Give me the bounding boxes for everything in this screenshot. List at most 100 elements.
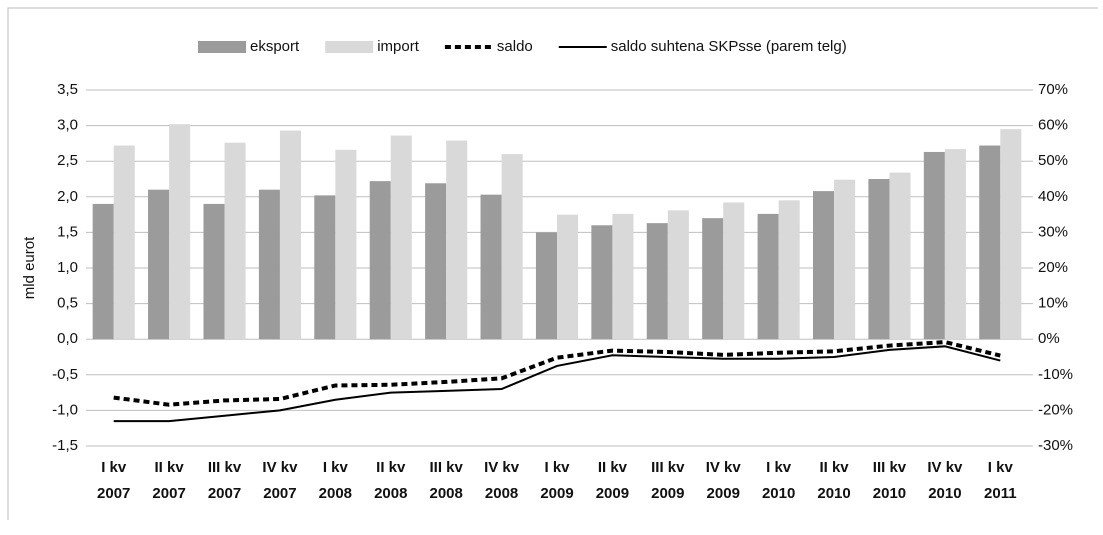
x-tick-label: III kv — [429, 459, 463, 476]
bar — [757, 213, 779, 340]
y-tick-label: -0,5 — [52, 366, 78, 383]
bar — [314, 195, 336, 340]
legend-label: saldo — [497, 38, 533, 55]
bar — [591, 225, 613, 340]
x-tick-label: II kv — [155, 459, 185, 476]
bar — [667, 210, 689, 340]
y2-tick-label: 70% — [1038, 81, 1068, 98]
bar — [813, 191, 835, 340]
x-tick-label: 2007 — [97, 485, 130, 502]
x-tick-label: II kv — [819, 459, 849, 476]
legend-label: saldo suhtena SKPsse (parem telg) — [611, 38, 847, 55]
x-tick-label: IV kv — [706, 459, 742, 476]
bar — [612, 213, 634, 340]
x-tick-label: 2010 — [762, 485, 795, 502]
bar — [501, 154, 523, 340]
bar — [557, 214, 579, 340]
x-tick-label: 2007 — [208, 485, 241, 502]
x-tick-label: II kv — [598, 459, 628, 476]
x-tick-label: 2009 — [596, 485, 629, 502]
x-tick-label: IV kv — [262, 459, 298, 476]
y2-tick-label: 10% — [1038, 295, 1068, 312]
bar — [203, 203, 225, 340]
x-tick-label: 2007 — [152, 485, 185, 502]
x-tick-label: 2009 — [651, 485, 684, 502]
bar — [923, 151, 945, 340]
x-tick-label: I kv — [766, 459, 792, 476]
bar — [1000, 129, 1022, 340]
y-tick-label: 1,0 — [57, 259, 78, 276]
bar — [834, 179, 856, 340]
y2-tick-label: 40% — [1038, 188, 1068, 205]
y-axis-label: mld eurot — [21, 236, 38, 299]
y-tick-label: -1,0 — [52, 401, 78, 418]
bar — [723, 202, 745, 340]
bar — [979, 145, 1001, 340]
y2-tick-label: 0% — [1038, 330, 1060, 347]
y-tick-label: 0,0 — [57, 330, 78, 347]
line — [113, 345, 1001, 423]
bar — [425, 183, 447, 340]
bar — [480, 194, 502, 340]
y-tick-label: 2,0 — [57, 188, 78, 205]
bar — [646, 223, 668, 340]
x-tick-label: 2010 — [873, 485, 906, 502]
bar — [868, 179, 890, 340]
x-tick-label: III kv — [873, 459, 907, 476]
x-tick-label: I kv — [988, 459, 1014, 476]
x-tick-label: I kv — [323, 459, 349, 476]
y2-tick-label: -30% — [1038, 437, 1073, 454]
y-tick-label: 2,5 — [57, 152, 78, 169]
x-tick-label: 2008 — [374, 485, 407, 502]
bar — [335, 149, 357, 340]
bar — [778, 200, 800, 340]
y-tick-label: 3,0 — [57, 117, 78, 134]
y2-tick-label: 60% — [1038, 117, 1068, 134]
y2-tick-label: -10% — [1038, 366, 1073, 383]
x-tick-label: III kv — [208, 459, 242, 476]
y2-tick-label: 30% — [1038, 223, 1068, 240]
x-tick-label: 2008 — [485, 485, 518, 502]
x-tick-label: IV kv — [484, 459, 520, 476]
legend-swatch — [198, 41, 246, 53]
y-tick-label: 1,5 — [57, 223, 78, 240]
bar — [369, 181, 391, 340]
bar — [169, 124, 191, 340]
y-tick-label: 0,5 — [57, 295, 78, 312]
x-tick-label: 2007 — [263, 485, 296, 502]
y2-tick-label: -20% — [1038, 401, 1073, 418]
bar — [889, 172, 911, 340]
bar — [113, 145, 135, 340]
line — [113, 340, 1001, 407]
legend-label: eksport — [250, 38, 300, 55]
bar — [258, 189, 280, 340]
bar — [279, 130, 301, 340]
x-tick-label: 2008 — [319, 485, 352, 502]
x-tick-label: II kv — [376, 459, 406, 476]
y-tick-label: 3,5 — [57, 81, 78, 98]
bar — [224, 142, 246, 340]
bar — [92, 203, 114, 340]
bar — [535, 232, 557, 340]
bar — [944, 149, 966, 340]
x-tick-label: 2009 — [707, 485, 740, 502]
y2-tick-label: 50% — [1038, 152, 1068, 169]
x-tick-label: IV kv — [927, 459, 963, 476]
bar — [148, 189, 170, 340]
x-tick-label: I kv — [101, 459, 127, 476]
frame — [7, 7, 1098, 520]
x-tick-label: 2008 — [429, 485, 462, 502]
y-tick-label: -1,5 — [52, 437, 78, 454]
x-tick-label: 2010 — [817, 485, 850, 502]
legend-label: import — [377, 38, 420, 55]
x-tick-label: III kv — [651, 459, 685, 476]
x-tick-label: 2009 — [540, 485, 573, 502]
x-tick-label: 2011 — [984, 485, 1017, 502]
x-tick-label: 2010 — [928, 485, 961, 502]
bar — [446, 140, 468, 340]
bar — [390, 135, 412, 340]
legend-swatch — [325, 41, 374, 53]
x-tick-label: I kv — [544, 459, 570, 476]
bar — [702, 218, 724, 340]
